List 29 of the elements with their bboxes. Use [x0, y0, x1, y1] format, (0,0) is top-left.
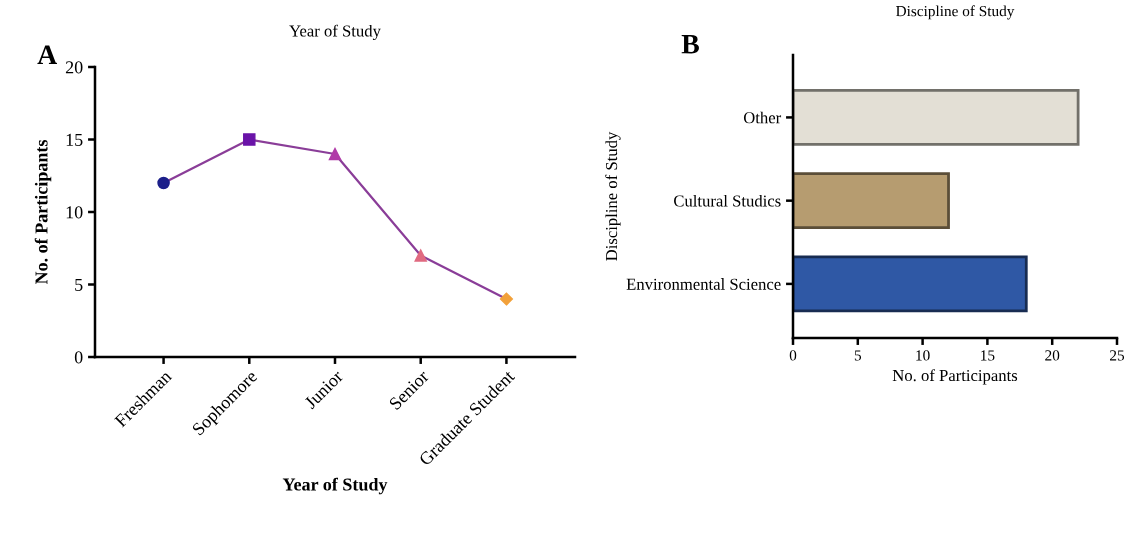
point	[499, 292, 514, 306]
y-tick-label: Environmental Science	[626, 278, 781, 290]
y-tick-label: 20	[65, 61, 83, 74]
x-tick-label: 15	[981, 350, 995, 361]
y-tick-label: Cultural Studics	[674, 194, 781, 207]
x-tick-label: 25	[1110, 350, 1125, 361]
y-axis-title: Discipline of Study	[605, 131, 621, 261]
x-tick-label: 0	[789, 350, 797, 361]
bar	[793, 88, 1080, 146]
point	[243, 133, 256, 146]
text: B	[681, 35, 699, 54]
y-tick-label: 10	[66, 206, 83, 219]
x-tick-label: 10	[916, 350, 930, 361]
point	[157, 176, 170, 190]
point	[414, 249, 427, 262]
y-tick-label: Other	[743, 111, 782, 124]
y-tick-label: 15	[66, 133, 83, 146]
point	[328, 147, 342, 161]
bar	[793, 172, 950, 230]
x-axis-title: No. of Participants	[892, 369, 1018, 385]
bar	[793, 255, 1028, 313]
x-axis-title: Year of Study	[282, 477, 388, 495]
text: A	[37, 45, 58, 64]
y-axis-title: No. of Participants	[34, 139, 52, 285]
chart-title: Year of Study	[289, 24, 381, 41]
y-tick-label: 5	[75, 278, 83, 291]
chart-title: Discipline of Study	[896, 5, 1015, 20]
x-tick-label: 5	[854, 350, 862, 361]
x-tick-label: 20	[1045, 350, 1060, 361]
